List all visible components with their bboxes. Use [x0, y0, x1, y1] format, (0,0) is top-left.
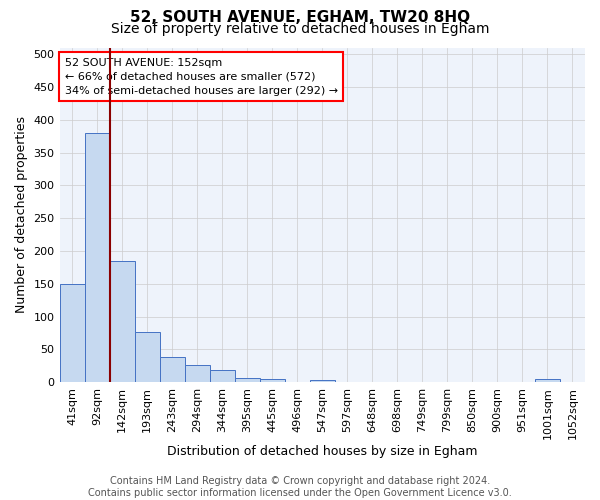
X-axis label: Distribution of detached houses by size in Egham: Distribution of detached houses by size …	[167, 444, 478, 458]
Bar	[59, 284, 85, 382]
Text: Contains HM Land Registry data © Crown copyright and database right 2024.
Contai: Contains HM Land Registry data © Crown c…	[88, 476, 512, 498]
Bar	[185, 365, 209, 382]
Y-axis label: Number of detached properties: Number of detached properties	[15, 116, 28, 314]
Bar	[85, 133, 110, 382]
Bar	[209, 370, 235, 382]
Text: 52 SOUTH AVENUE: 152sqm
← 66% of detached houses are smaller (572)
34% of semi-d: 52 SOUTH AVENUE: 152sqm ← 66% of detache…	[65, 58, 338, 96]
Bar	[535, 379, 560, 382]
Text: Size of property relative to detached houses in Egham: Size of property relative to detached ho…	[111, 22, 489, 36]
Text: 52, SOUTH AVENUE, EGHAM, TW20 8HQ: 52, SOUTH AVENUE, EGHAM, TW20 8HQ	[130, 10, 470, 25]
Bar	[160, 356, 185, 382]
Bar	[134, 332, 160, 382]
Bar	[235, 378, 260, 382]
Bar	[260, 379, 285, 382]
Bar	[310, 380, 335, 382]
Bar	[110, 261, 134, 382]
